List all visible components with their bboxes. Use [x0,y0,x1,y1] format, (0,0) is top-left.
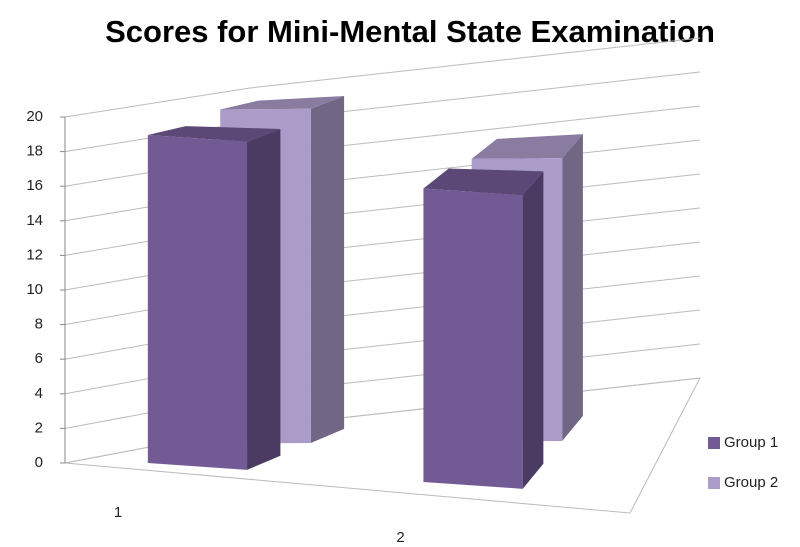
y-tick-label: 4 [35,385,43,402]
bar-side [522,171,544,489]
bar-top [147,126,281,142]
legend-label: Group 1 [724,434,778,451]
y-tick-label: 20 [26,108,43,125]
y-tick-label: 2 [35,419,43,436]
bar-front [423,188,523,489]
bar-top [423,168,544,196]
legend-label: Group 2 [724,474,778,491]
legend-swatch [708,437,720,449]
x-tick-label: 1 [114,504,122,521]
x-tick-label: 2 [396,529,404,546]
bar [147,126,281,470]
y-tick-label: 8 [35,316,43,333]
bar-front [147,134,248,470]
legend-swatch [708,477,720,489]
y-tick-label: 0 [35,454,43,471]
y-tick-label: 18 [26,143,43,160]
bar-top [471,134,583,159]
y-tick-label: 10 [26,281,43,298]
y-tick-label: 12 [26,246,43,263]
bar-side [247,128,281,470]
bar-side [562,134,583,441]
y-tick-label: 6 [35,350,43,367]
y-tick-label: 14 [26,212,43,229]
y-tick-label: 16 [26,177,43,194]
bar-side [310,95,345,443]
grid-line [64,37,701,118]
chart-title: Scores for Mini-Mental State Examination [105,14,715,49]
bar-top [220,95,345,110]
bar [423,168,544,489]
